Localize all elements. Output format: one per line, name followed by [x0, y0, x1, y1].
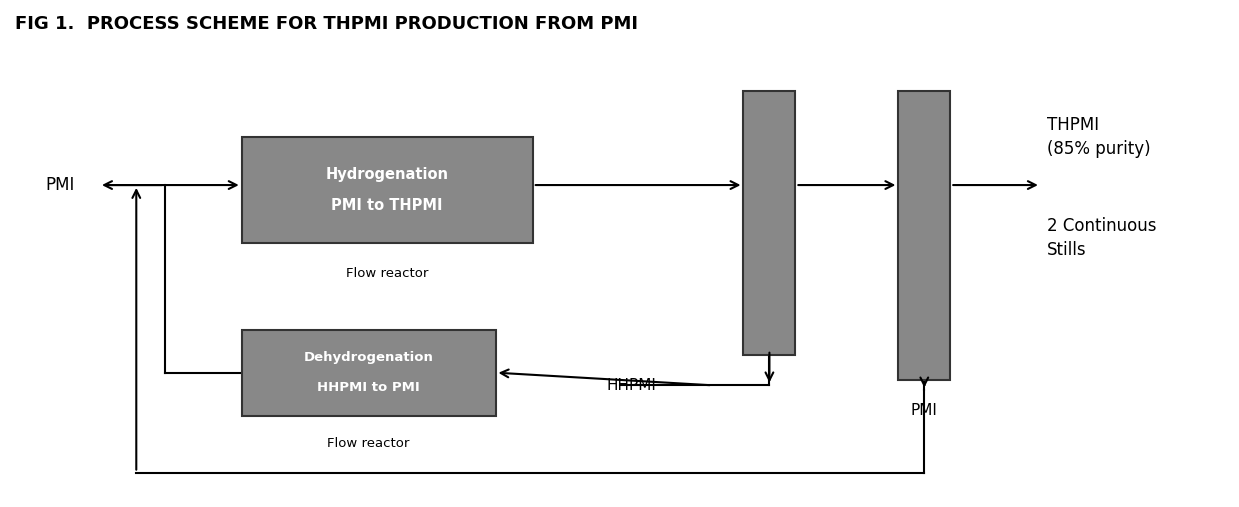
Bar	[898, 91, 950, 380]
Text: Hydrogenation: Hydrogenation	[326, 167, 449, 183]
Bar	[743, 91, 795, 355]
Text: PMI: PMI	[45, 176, 74, 194]
Bar	[242, 137, 533, 243]
Text: PMI: PMI	[911, 403, 938, 418]
Text: THPMI
(85% purity): THPMI (85% purity)	[1047, 116, 1151, 158]
Text: Flow reactor: Flow reactor	[327, 437, 410, 450]
Text: Dehydrogenation: Dehydrogenation	[304, 351, 434, 364]
Text: HHPMI to PMI: HHPMI to PMI	[317, 381, 420, 394]
Bar	[242, 330, 496, 416]
Text: HHPMI: HHPMI	[607, 378, 657, 393]
Text: 2 Continuous
Stills: 2 Continuous Stills	[1047, 218, 1156, 259]
Text: Flow reactor: Flow reactor	[346, 267, 429, 280]
Text: FIG 1.  PROCESS SCHEME FOR THPMI PRODUCTION FROM PMI: FIG 1. PROCESS SCHEME FOR THPMI PRODUCTI…	[15, 15, 638, 33]
Text: PMI to THPMI: PMI to THPMI	[332, 198, 442, 213]
